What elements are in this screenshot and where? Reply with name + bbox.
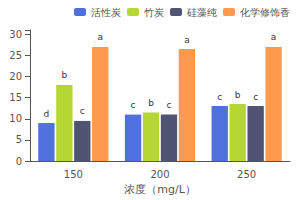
svg-text:0: 0	[16, 156, 22, 167]
svg-text:b: b	[148, 98, 154, 108]
svg-text:10: 10	[9, 113, 22, 124]
svg-text:c: c	[80, 106, 85, 116]
svg-text:竹炭: 竹炭	[144, 7, 164, 18]
svg-text:浓度（mg/L）: 浓度（mg/L）	[124, 183, 196, 196]
svg-text:20: 20	[9, 71, 22, 82]
svg-text:150: 150	[64, 169, 83, 180]
svg-text:化学修饰香: 化学修饰香	[240, 7, 290, 18]
svg-text:a: a	[271, 32, 277, 42]
svg-text:a: a	[98, 32, 104, 42]
svg-text:b: b	[235, 90, 241, 100]
svg-text:c: c	[217, 92, 222, 102]
svg-text:c: c	[167, 100, 172, 110]
svg-text:30: 30	[9, 29, 22, 40]
svg-text:200: 200	[150, 169, 169, 180]
svg-text:d: d	[44, 109, 50, 119]
svg-text:a: a	[184, 35, 190, 45]
svg-text:b: b	[61, 70, 67, 80]
svg-text:250: 250	[237, 169, 256, 180]
svg-text:c: c	[253, 92, 258, 102]
svg-text:硅藻纯: 硅藻纯	[186, 7, 217, 18]
svg-text:活性炭: 活性炭	[91, 7, 121, 18]
svg-text:5: 5	[16, 134, 22, 145]
svg-text:15: 15	[9, 92, 22, 103]
svg-text:c: c	[131, 100, 136, 110]
svg-text:25: 25	[9, 50, 22, 61]
